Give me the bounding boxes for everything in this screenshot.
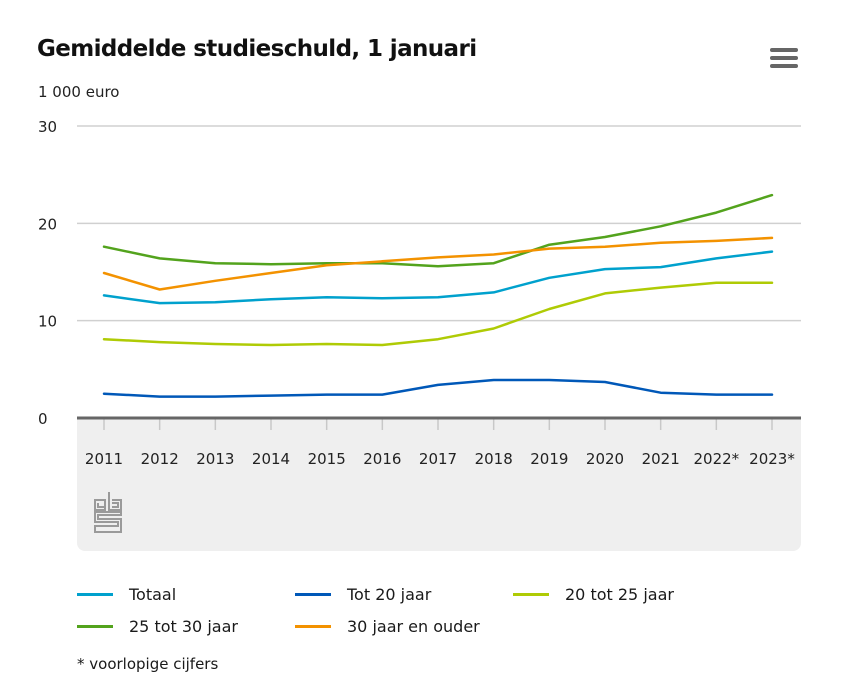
- series-line-totaal: [102, 250, 774, 305]
- line-chart: 0 10 20 30 2011 2012 2013 2014 2015 2016 2017 2018 2…: [38, 118, 801, 468]
- x-tick-label: 2017: [419, 450, 457, 468]
- legend-swatch: [295, 593, 331, 596]
- menu-bar: [770, 64, 798, 68]
- x-tick-label: 2011: [85, 450, 123, 468]
- x-tick-label: 2019: [530, 450, 568, 468]
- legend-item[interactable]: 20 tot 25 jaar: [513, 585, 674, 604]
- x-tick-label: 2021: [642, 450, 680, 468]
- x-axis-band: [77, 418, 801, 551]
- x-tick-label: 2015: [308, 450, 346, 468]
- menu-bar: [770, 48, 798, 52]
- x-tick-label: 2012: [141, 450, 179, 468]
- menu-bar: [770, 56, 798, 60]
- legend-item[interactable]: 25 tot 30 jaar: [77, 617, 238, 636]
- y-tick-label: 30: [38, 118, 57, 136]
- y-tick-label: 10: [38, 313, 57, 331]
- x-tick-label: 2023*: [749, 450, 795, 468]
- legend-swatch: [77, 593, 113, 596]
- legend-label: Totaal: [129, 585, 177, 604]
- legend-swatch: [513, 593, 549, 596]
- footnote: * voorlopige cijfers: [77, 655, 219, 673]
- x-tick-label: 2022*: [693, 450, 739, 468]
- legend-label: 20 tot 25 jaar: [565, 585, 674, 604]
- legend-item[interactable]: Totaal: [77, 585, 176, 604]
- series-line-25-tot-30-jaar: [102, 193, 774, 268]
- x-tick-label: 2013: [196, 450, 234, 468]
- x-tick-label: 2014: [252, 450, 290, 468]
- series-line-30-jaar-en-ouder: [102, 236, 774, 291]
- series-line-tot-20-jaar: [102, 378, 774, 398]
- x-tick-label: 2018: [475, 450, 513, 468]
- y-tick-label: 0: [38, 410, 48, 428]
- legend-swatch: [77, 625, 113, 628]
- series-line-20-tot-25-jaar: [102, 281, 774, 347]
- y-axis-unit-label: 1 000 euro: [38, 83, 120, 101]
- legend-item[interactable]: 30 jaar en ouder: [295, 617, 480, 636]
- x-tick-label: 2020: [586, 450, 624, 468]
- x-tick-label: 2016: [363, 450, 401, 468]
- legend-label: 30 jaar en ouder: [347, 617, 480, 636]
- legend-item[interactable]: Tot 20 jaar: [295, 585, 431, 604]
- hamburger-menu-icon[interactable]: [770, 48, 798, 72]
- cbs-logo: [94, 492, 122, 533]
- legend-label: 25 tot 30 jaar: [129, 617, 238, 636]
- y-tick-label: 20: [38, 215, 57, 233]
- chart-title: Gemiddelde studieschuld, 1 januari: [37, 36, 477, 62]
- legend-swatch: [295, 625, 331, 628]
- legend-label: Tot 20 jaar: [347, 585, 432, 604]
